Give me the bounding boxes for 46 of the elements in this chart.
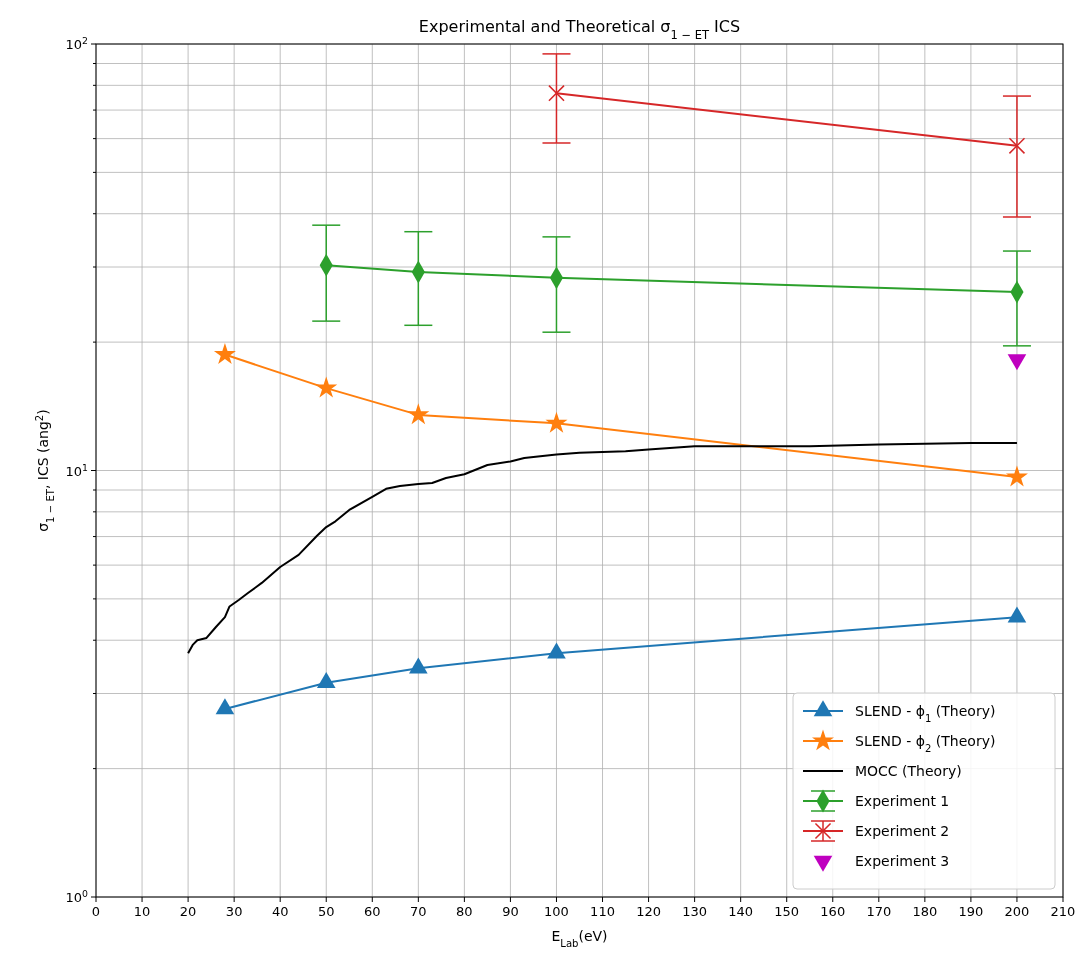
x-tick-label: 0 — [91, 904, 101, 919]
x-tick-label: 70 — [410, 904, 427, 919]
point — [548, 84, 565, 102]
y-tick-label: 10$^{0}$ — [65, 887, 89, 905]
point — [407, 403, 430, 425]
x-tick-label: 200 — [1004, 904, 1030, 919]
x-tick-label: 180 — [912, 904, 938, 919]
x-tick-label: 20 — [179, 904, 197, 919]
x-tick-label: 130 — [682, 904, 708, 919]
x-tick-label: 140 — [728, 904, 754, 919]
x-tick-label: 10 — [133, 904, 151, 919]
point — [545, 411, 568, 433]
point — [409, 657, 428, 674]
point — [316, 671, 336, 689]
x-axis-title: E$_{Lab}$(eV) — [551, 928, 608, 949]
chart-title: Experimental and Theoretical σ$_{1 − ET}$ ICS — [418, 17, 741, 42]
x-tick-label: 210 — [1050, 904, 1076, 919]
x-tick-label: 80 — [456, 904, 473, 919]
x-tick-label: 160 — [820, 904, 846, 919]
legend-label: Experiment 3 — [855, 853, 950, 869]
x-tick-label: 110 — [590, 904, 615, 919]
point — [547, 642, 566, 659]
legend-label: MOCC (Theory) — [855, 763, 962, 779]
x-tick-label: 90 — [502, 904, 519, 919]
point — [1007, 606, 1027, 623]
point — [315, 376, 338, 398]
y-tick-label: 10$^{1}$ — [65, 461, 89, 479]
point — [1008, 137, 1026, 155]
x-tick-label: 50 — [317, 904, 335, 919]
legend-label: Experiment 2 — [855, 823, 950, 839]
x-tick-label: 170 — [866, 904, 892, 919]
line-series — [187, 442, 1018, 655]
point — [215, 698, 235, 715]
x-tick-label: 120 — [636, 904, 661, 919]
x-tick-label: 100 — [544, 904, 569, 919]
x-tick-label: 40 — [271, 904, 289, 919]
y-tick-label: 10$^{2}$ — [65, 34, 89, 52]
point — [1005, 465, 1028, 487]
legend-label: SLEND - ϕ$_{1}$ (Theory) — [855, 703, 996, 724]
x-tick-label: 190 — [958, 904, 984, 919]
x-tick-label: 30 — [225, 904, 243, 919]
legend-label: SLEND - ϕ$_{2}$ (Theory) — [855, 733, 996, 754]
x-tick-label: 60 — [364, 904, 381, 919]
legend-label: Experiment 1 — [855, 793, 950, 809]
x-tick-label: 150 — [774, 904, 800, 919]
point — [213, 343, 236, 364]
